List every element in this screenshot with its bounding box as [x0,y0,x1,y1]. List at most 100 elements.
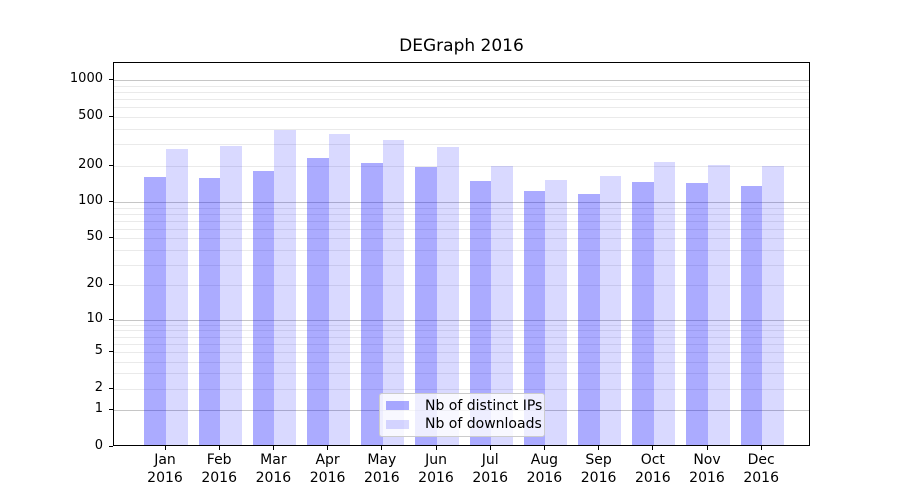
gridline-minor-40 [114,249,809,251]
x-tick-dec-2016 [760,446,762,450]
x-tick-label-line: Sep [585,452,612,468]
legend: Nb of distinct IPs Nb of downloads [379,393,545,437]
x-tick-label-line: 2016 [418,470,454,486]
gridline-minor-30 [114,264,809,266]
x-tick-label-line: Nov [693,452,721,468]
x-tick-oct-2016 [652,446,654,450]
bar-nb-of-downloads-dec-2016 [762,166,784,445]
x-tick-label-may-2016: May 2016 [355,451,409,487]
bar-nb-of-downloads-sep-2016 [599,176,622,445]
bar-nb-of-downloads-may-2016 [382,140,405,445]
chart-title: DEGraph 2016 [399,36,524,56]
x-tick-mar-2016 [272,446,274,450]
y-tick-50 [109,237,113,239]
x-tick-label-jul-2016: Jul 2016 [463,451,517,487]
x-tick-label-line: 2016 [363,470,400,486]
gridline-major-10 [114,319,809,321]
x-tick-label-line: 2016 [309,470,346,486]
x-tick-label-line: 2016 [743,470,779,486]
x-tick-may-2016 [381,446,383,450]
gridline-minor-50 [114,238,809,240]
y-tick-label-2: 2 [94,379,103,395]
gridline-minor-300 [114,144,809,146]
x-tick-label-line: 2016 [255,470,292,486]
bar-nb-of-distinct-ips-jan-2016 [144,176,166,445]
gridline-minor-8 [114,330,809,332]
x-tick-label-line: 2016 [526,470,563,486]
bar-nb-of-downloads-jan-2016 [166,149,188,445]
x-tick-aug-2016 [543,446,545,450]
plot-area [113,62,810,446]
gridline-minor-90 [114,207,809,209]
x-tick-label-line: Dec [747,452,775,468]
y-tick-5 [109,350,113,352]
y-tick-1 [109,409,113,411]
bar-nb-of-distinct-ips-may-2016 [361,162,383,445]
gridline-minor-20 [114,285,809,287]
y-tick-label-0: 0 [94,438,103,453]
legend-swatch-downloads [386,419,409,429]
bar-nb-of-distinct-ips-sep-2016 [577,194,600,445]
gridline-minor-80 [114,213,809,215]
x-tick-jun-2016 [435,446,437,450]
bar-nb-of-distinct-ips-jun-2016 [415,167,437,445]
y-tick-2 [109,387,113,389]
gridline-minor-2 [114,388,809,390]
bar-nb-of-downloads-oct-2016 [653,162,676,445]
gridline-minor-700 [114,99,809,101]
x-tick-label-line: 2016 [472,470,508,486]
gridline-minor-200 [114,165,809,167]
x-tick-label-line: Jan [154,452,176,468]
x-tick-label-dec-2016: Dec 2016 [734,451,788,487]
gridline-minor-60 [114,228,809,230]
bar-nb-of-downloads-nov-2016 [708,164,730,445]
bar-nb-of-distinct-ips-feb-2016 [198,177,221,445]
bar-nb-of-distinct-ips-oct-2016 [632,181,654,445]
x-tick-jul-2016 [489,446,491,450]
y-tick-20 [109,284,113,286]
x-tick-label-jan-2016: Jan 2016 [138,451,192,487]
x-tick-label-line: 2016 [634,470,671,486]
bar-nb-of-distinct-ips-nov-2016 [686,182,708,445]
y-tick-label-1: 1 [94,401,103,417]
y-tick-1000 [109,79,113,81]
y-tick-label-5: 5 [94,342,103,358]
y-tick-label-1000: 1000 [69,71,103,87]
x-tick-label-jun-2016: Jun 2016 [409,451,463,487]
x-tick-label-apr-2016: Apr 2016 [301,451,355,487]
gridline-minor-7 [114,336,809,338]
x-tick-label-oct-2016: Oct 2016 [626,451,680,487]
bar-nb-of-downloads-jul-2016 [491,166,513,445]
y-tick-label-500: 500 [78,108,103,124]
y-tick-200 [109,164,113,166]
x-tick-label-feb-2016: Feb 2016 [192,451,246,487]
gridline-minor-4 [114,361,809,363]
gridline-minor-70 [114,220,809,222]
y-tick-10 [109,318,113,320]
y-tick-label-50: 50 [86,229,103,245]
x-tick-label-line: Feb [206,452,232,468]
x-tick-label-aug-2016: Aug 2016 [517,451,571,487]
legend-swatch-distinct-ips [386,401,409,411]
x-tick-sep-2016 [598,446,600,450]
bar-nb-of-downloads-aug-2016 [545,180,568,445]
x-tick-label-sep-2016: Sep 2016 [572,451,626,487]
gridline-minor-5 [114,351,809,353]
bar-nb-of-distinct-ips-jul-2016 [469,180,492,445]
legend-item-downloads: Nb of downloads [386,415,542,433]
gridline-minor-900 [114,85,809,87]
y-tick-100 [109,201,113,203]
x-tick-feb-2016 [218,446,220,450]
gridline-minor-9 [114,324,809,326]
legend-label-downloads: Nb of downloads [425,416,542,433]
x-tick-label-line: Apr [315,452,340,468]
x-tick-label-line: Jun [425,452,447,468]
gridline-major-1000 [114,80,809,82]
y-tick-500 [109,116,113,118]
y-tick-0 [109,446,113,447]
y-tick-label-10: 10 [86,310,103,326]
x-tick-label-line: 2016 [147,470,183,486]
x-tick-label-line: May [367,452,397,468]
gridline-minor-6 [114,343,809,345]
